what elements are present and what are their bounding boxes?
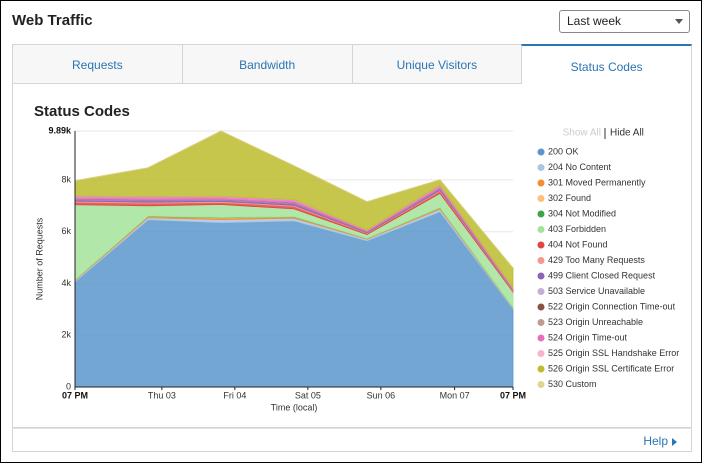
legend-label: 302 Found [548, 193, 591, 203]
range-select[interactable]: Last week [559, 10, 690, 33]
legend-label: 524 Origin Time-out [548, 332, 628, 342]
legend-label: 499 Client Closed Request [548, 270, 656, 280]
tab[interactable]: Bandwidth [181, 44, 352, 84]
legend-label: 204 No Content [548, 162, 612, 172]
legend-label: 200 OK [548, 146, 579, 156]
tab-bar: Requests Bandwidth Unique Visitors Statu… [12, 44, 692, 84]
legend-label: 301 Moved Permanently [548, 177, 646, 187]
legend-label: 525 Origin SSL Handshake Error [548, 348, 679, 358]
y-tick-label: 4k [61, 278, 71, 288]
x-tick-label: Sun 06 [367, 390, 396, 400]
tab[interactable]: Status Codes [521, 44, 692, 84]
y-tick-label: 9.89k [48, 125, 72, 135]
legend-swatch [537, 365, 545, 373]
chart-title: Status Codes [34, 103, 130, 120]
legend-swatch [537, 272, 545, 280]
legend-swatch [537, 179, 545, 187]
x-tick-label: 07 PM [500, 390, 526, 400]
y-tick-label: 6k [61, 226, 71, 236]
legend-swatch [537, 210, 545, 218]
panel [12, 84, 692, 428]
legend-label: 523 Origin Unreachable [548, 317, 643, 327]
hide-all[interactable]: Hide All [610, 128, 644, 139]
x-tick-label: Mon 07 [440, 390, 470, 400]
area [74, 130, 514, 269]
y-tick-label: 0 [66, 381, 71, 391]
x-tick-label: Fri 04 [223, 390, 246, 400]
tab[interactable]: Requests [12, 44, 182, 84]
legend-swatch [537, 319, 545, 326]
legend-swatch [537, 148, 545, 156]
legend-swatch [537, 381, 545, 388]
x-tick-label: Thu 03 [148, 390, 176, 400]
y-axis-label: Number of Requests [34, 217, 44, 300]
legend-swatch [537, 257, 545, 264]
x-tick-label: 07 PM [62, 390, 88, 400]
legend-swatch [537, 288, 545, 295]
legend-swatch [537, 350, 545, 357]
y-tick-label: 2k [61, 330, 71, 340]
legend-label: 429 Too Many Requests [548, 255, 645, 265]
legend-swatch [537, 226, 545, 233]
legend-label: 304 Not Modified [548, 208, 616, 218]
show-all[interactable]: Show All [563, 128, 601, 139]
tab[interactable]: Unique Visitors [351, 44, 522, 84]
legend-label: 530 Custom [548, 379, 597, 389]
legend-label: 404 Not Found [548, 239, 608, 249]
page-title: Web Traffic [12, 12, 93, 29]
legend-swatch [537, 334, 545, 342]
chart: Status Codes Number of Requests Time (lo… [34, 103, 679, 412]
legend-swatch [537, 164, 545, 171]
legend-label: 522 Origin Connection Time-out [548, 301, 676, 311]
legend-swatch [537, 195, 545, 202]
legend-label: 403 Forbidden [548, 224, 606, 234]
x-axis-label: Time (local) [271, 402, 318, 412]
legend-label: 526 Origin SSL Certificate Error [548, 363, 674, 373]
legend-swatch [537, 241, 545, 249]
y-tick-label: 8k [61, 174, 71, 184]
legend-swatch [537, 303, 545, 311]
footer: Help [12, 428, 692, 452]
area [74, 211, 514, 388]
legend-label: 503 Service Unavailable [548, 286, 645, 296]
x-tick-label: Sat 05 [295, 390, 321, 400]
help-link[interactable]: Help [643, 434, 677, 448]
